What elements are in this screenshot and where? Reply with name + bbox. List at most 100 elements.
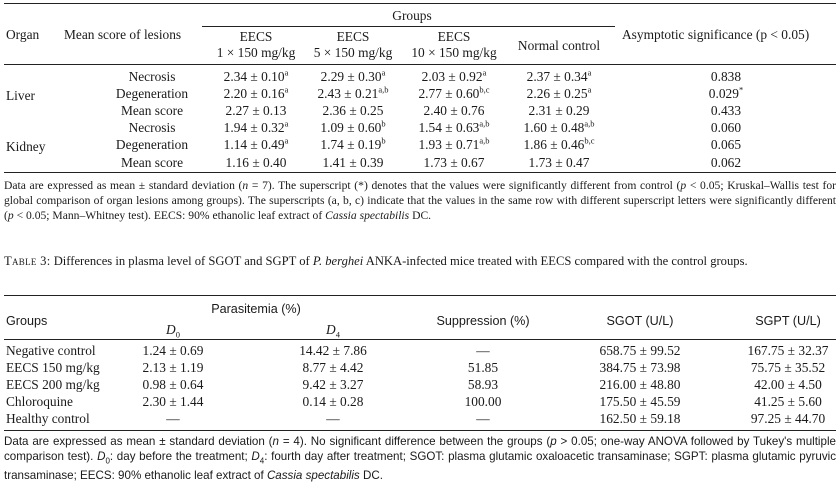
col-eecs-3-name: EECS <box>437 29 471 44</box>
table-cell: 2.31 ± 0.29 <box>528 103 590 118</box>
superscript-marker: a <box>284 84 289 95</box>
col-eecs-1-name: EECS <box>239 29 273 44</box>
table-cell: 162.50 ± 59.18 <box>599 411 681 426</box>
table-cell: — <box>476 343 490 358</box>
table-cell: 167.75 ± 32.37 <box>747 343 829 358</box>
header-rule <box>4 64 836 65</box>
table-cell: 8.77 ± 4.42 <box>302 360 364 375</box>
superscript-marker: b,c <box>479 84 490 95</box>
superscript-marker: b <box>381 118 386 129</box>
table-cell: 2.26 ± 0.25a <box>526 84 592 101</box>
table-cell: 216.00 ± 48.80 <box>599 377 681 392</box>
table-cell: 0.065 <box>710 137 742 152</box>
col-eecs-1-dose: 1 × 150 mg/kg <box>216 45 296 60</box>
lesion-label: Mean score <box>120 103 184 118</box>
table-cell: 58.93 <box>467 377 499 392</box>
table-cell: 1.24 ± 0.69 <box>142 343 204 358</box>
superscript-marker: a <box>284 67 289 78</box>
table-cell: 2.36 ± 0.25 <box>322 103 384 118</box>
table2-footnote: Data are expressed as mean ± standard de… <box>4 179 836 222</box>
superscript-marker: a,b <box>479 135 490 146</box>
superscript-marker: a <box>482 67 487 78</box>
table3-footnote: Data are expressed as mean ± standard de… <box>4 435 836 482</box>
group-label: Negative control <box>6 343 96 358</box>
table-cell: 658.75 ± 99.52 <box>599 343 681 358</box>
col-d4: D4 <box>326 322 340 340</box>
table-cell: 100.00 <box>464 394 502 409</box>
table-cell: 2.13 ± 1.19 <box>142 360 204 375</box>
organ-kidney: Kidney <box>6 139 46 154</box>
table-cell: 0.433 <box>710 103 742 118</box>
table-cell: 51.85 <box>467 360 499 375</box>
superscript-marker: a <box>284 135 289 146</box>
col-normal-control: Normal control <box>517 38 601 53</box>
table-cell: 384.75 ± 73.98 <box>599 360 681 375</box>
superscript-marker: b,c <box>584 135 595 146</box>
bottom-rule <box>4 172 836 174</box>
table-cell: 2.30 ± 1.44 <box>142 394 204 409</box>
table-cell: — <box>326 411 340 426</box>
group-label: EECS 150 mg/kg <box>6 360 100 375</box>
col-eecs-2-dose: 5 × 150 mg/kg <box>313 45 393 60</box>
table-cell: 1.73 ± 0.47 <box>528 155 590 170</box>
superscript-marker: a,b <box>584 118 595 129</box>
top-rule <box>4 295 836 297</box>
col-mean-score: Mean score of lesions <box>64 27 182 42</box>
superscript-marker: a <box>587 67 592 78</box>
col-eecs-2-name: EECS <box>336 29 370 44</box>
top-rule <box>4 3 836 5</box>
table-cell: 2.77 ± 0.60b,c <box>418 84 490 101</box>
superscript-marker: a <box>587 84 592 95</box>
table-cell: 2.29 ± 0.30a <box>320 67 386 84</box>
superscript-marker: b <box>381 135 386 146</box>
table-cell: 2.03 ± 0.92a <box>421 67 487 84</box>
table-cell: 175.50 ± 45.59 <box>599 394 681 409</box>
table-cell: — <box>476 411 490 426</box>
superscript-marker: a,b <box>378 84 389 95</box>
table-cell: 1.16 ± 0.40 <box>225 155 287 170</box>
table-cell: 2.34 ± 0.10a <box>223 67 289 84</box>
table-cell: 1.14 ± 0.49a <box>223 135 289 152</box>
table-cell: 1.94 ± 0.32a <box>223 118 289 135</box>
table-cell: 0.14 ± 0.28 <box>302 394 364 409</box>
header-rule <box>4 339 836 340</box>
table3-label: Table 3: <box>4 254 51 268</box>
table-cell: 1.09 ± 0.60b <box>320 118 386 135</box>
col-sgpt: SGPT (U/L) <box>755 314 821 328</box>
groups-underline <box>202 26 615 27</box>
table-cell: 1.93 ± 0.71a,b <box>418 135 490 152</box>
table-cell: — <box>166 411 180 426</box>
superscript-marker: a,b <box>479 118 490 129</box>
table-cell: 2.20 ± 0.16a <box>223 84 289 101</box>
groups-header: Groups <box>392 8 432 23</box>
table-cell: 14.42 ± 7.86 <box>299 343 367 358</box>
organ-liver: Liver <box>6 88 35 103</box>
col-suppression: Suppression (%) <box>436 314 530 328</box>
lesion-label: Necrosis <box>128 69 176 84</box>
col-d0: D0 <box>166 322 180 340</box>
col-parasitemia: Parasitemia (%) <box>211 302 301 316</box>
superscript-marker: * <box>738 84 744 95</box>
col-eecs-3-dose: 10 × 150 mg/kg <box>411 45 497 60</box>
table-cell: 2.37 ± 0.34a <box>526 67 592 84</box>
col-asymptotic-significance: Asymptotic significance (p < 0.05) <box>622 27 810 42</box>
table-cell: 97.25 ± 44.70 <box>750 411 826 426</box>
lesion-label: Degeneration <box>115 137 189 152</box>
table-cell: 2.40 ± 0.76 <box>423 103 485 118</box>
table-cell: 9.42 ± 3.27 <box>302 377 364 392</box>
table-cell: 1.73 ± 0.67 <box>423 155 485 170</box>
table-cell: 0.060 <box>710 120 742 135</box>
table-cell: 1.41 ± 0.39 <box>322 155 384 170</box>
lesion-label: Necrosis <box>128 120 176 135</box>
col-groups: Groups <box>6 314 48 328</box>
col-sgot: SGOT (U/L) <box>606 314 674 328</box>
bottom-rule <box>4 430 836 432</box>
col-organ: Organ <box>6 27 40 42</box>
table-cell: 42.00 ± 4.50 <box>754 377 822 392</box>
group-label: Chloroquine <box>6 394 73 409</box>
table-cell: 75.75 ± 35.52 <box>750 360 826 375</box>
table-cell: 0.838 <box>710 69 742 84</box>
superscript-marker: a <box>381 67 386 78</box>
table-cell: 0.029* <box>708 84 744 101</box>
table-cell: 0.98 ± 0.64 <box>142 377 204 392</box>
